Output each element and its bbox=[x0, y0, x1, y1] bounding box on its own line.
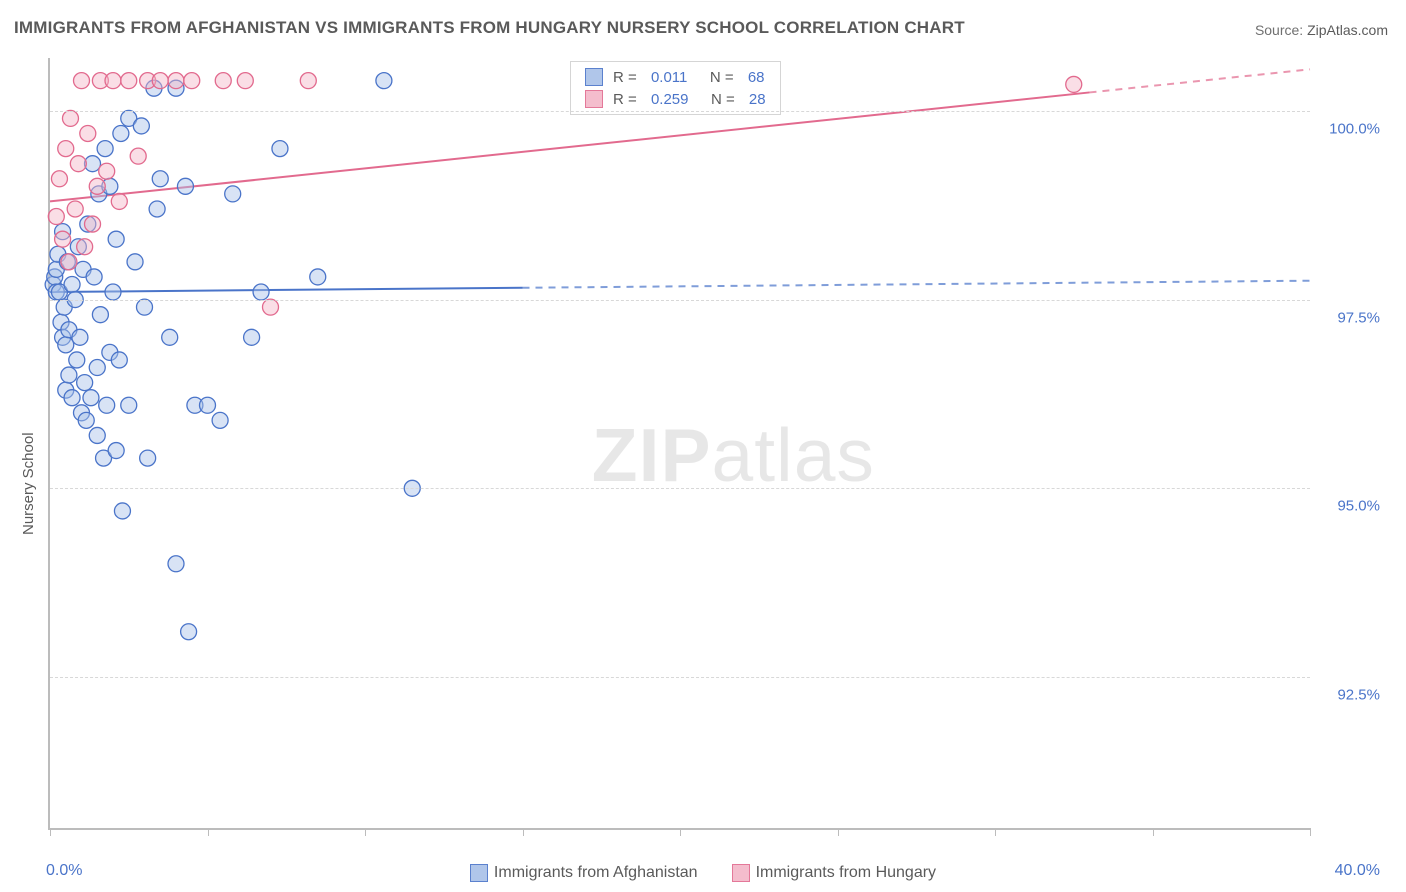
y-axis-label: Nursery School bbox=[20, 433, 37, 536]
scatter-plot: ZIPatlas R = 0.011 N = 68R = 0.259 N = 2… bbox=[48, 58, 1310, 830]
y-tick-label: 97.5% bbox=[1320, 309, 1380, 326]
corr-n-value: 28 bbox=[749, 91, 766, 108]
corr-r-value: 0.011 bbox=[651, 69, 687, 86]
series-legend: Immigrants from Afghanistan Immigrants f… bbox=[0, 864, 1406, 882]
correlation-row: R = 0.011 N = 68 bbox=[571, 66, 780, 88]
x-tick bbox=[838, 828, 839, 836]
correlation-legend: R = 0.011 N = 68R = 0.259 N = 28 bbox=[570, 61, 781, 115]
source-label: Source: bbox=[1255, 22, 1307, 38]
plot-svg bbox=[50, 58, 1310, 828]
legend-item-hungary: Immigrants from Hungary bbox=[732, 864, 937, 882]
x-tick bbox=[995, 828, 996, 836]
legend-label-afghanistan: Immigrants from Afghanistan bbox=[494, 864, 698, 882]
corr-n-label: N = bbox=[698, 91, 738, 108]
gridline-h bbox=[50, 677, 1310, 678]
source-value: ZipAtlas.com bbox=[1307, 22, 1388, 38]
x-tick bbox=[680, 828, 681, 836]
legend-swatch-afghanistan bbox=[470, 864, 488, 882]
corr-r-label: R = bbox=[613, 91, 641, 108]
corr-n-value: 68 bbox=[748, 69, 765, 86]
corr-swatch bbox=[585, 68, 603, 86]
x-tick bbox=[523, 828, 524, 836]
legend-swatch-hungary bbox=[732, 864, 750, 882]
legend-label-hungary: Immigrants from Hungary bbox=[756, 864, 937, 882]
corr-r-label: R = bbox=[613, 69, 641, 86]
gridline-h bbox=[50, 488, 1310, 489]
source-attribution: Source: ZipAtlas.com bbox=[1255, 22, 1388, 38]
y-tick-label: 95.0% bbox=[1320, 498, 1380, 515]
x-tick bbox=[1153, 828, 1154, 836]
y-tick-label: 100.0% bbox=[1320, 120, 1380, 137]
corr-n-label: N = bbox=[697, 69, 737, 86]
chart-title: IMMIGRANTS FROM AFGHANISTAN VS IMMIGRANT… bbox=[14, 18, 965, 38]
corr-swatch bbox=[585, 90, 603, 108]
gridline-h bbox=[50, 300, 1310, 301]
corr-r-value: 0.259 bbox=[651, 91, 689, 108]
correlation-row: R = 0.259 N = 28 bbox=[571, 88, 780, 110]
y-tick-label: 92.5% bbox=[1320, 687, 1380, 704]
gridline-h bbox=[50, 111, 1310, 112]
legend-item-afghanistan: Immigrants from Afghanistan bbox=[470, 864, 698, 882]
x-tick bbox=[1310, 828, 1311, 836]
x-tick bbox=[50, 828, 51, 836]
x-tick bbox=[208, 828, 209, 836]
x-tick bbox=[365, 828, 366, 836]
